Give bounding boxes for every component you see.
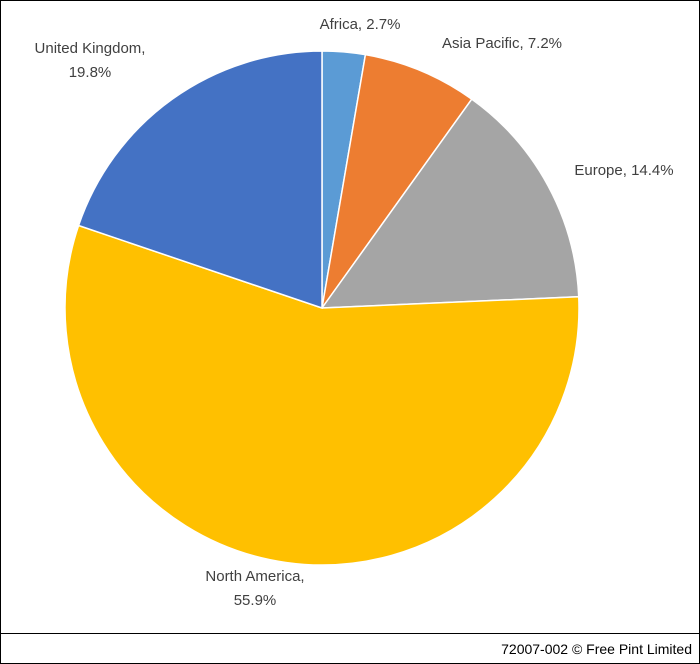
pie-slice <box>320 98 580 309</box>
pie-slice <box>77 50 323 310</box>
data-labels: Africa, 2.7% Asia Pacific, 7.2% Europe, 14… <box>35 16 674 609</box>
footer: 72007-002 © Free Pint Limited <box>501 641 692 657</box>
pie <box>64 50 580 566</box>
pie-slice <box>321 53 473 309</box>
data-label: Europe, 14.4% <box>574 162 673 179</box>
data-label: United Kingdom, 19.8% <box>35 40 146 81</box>
data-label: Africa, 2.7% <box>320 16 401 33</box>
pie-slice <box>64 224 580 566</box>
data-label: North America, 55.9% <box>205 568 304 609</box>
data-label: Asia Pacific, 7.2% <box>442 35 562 52</box>
